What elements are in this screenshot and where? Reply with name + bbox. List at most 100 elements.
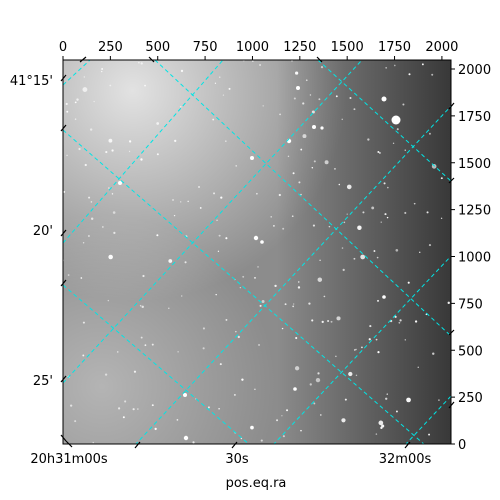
star: [222, 94, 225, 96]
star: [305, 79, 308, 82]
star: [318, 98, 321, 101]
star: [426, 211, 429, 214]
star: [408, 73, 411, 76]
bright-star: [391, 115, 401, 125]
x-tick-label: 1750: [378, 40, 411, 55]
star: [235, 330, 237, 333]
star: [132, 408, 135, 411]
star: [308, 302, 311, 305]
star: [262, 105, 264, 107]
bright-star: [260, 240, 264, 244]
star: [291, 215, 294, 218]
star: [286, 409, 289, 412]
star: [324, 160, 329, 165]
star: [93, 100, 95, 103]
star: [107, 299, 110, 302]
star: [317, 277, 323, 282]
star: [321, 320, 324, 324]
star: [394, 315, 397, 318]
star: [309, 383, 312, 386]
star: [414, 320, 418, 323]
star: [440, 217, 443, 220]
y-tick-label: 750: [458, 297, 483, 312]
star: [406, 397, 411, 403]
star: [440, 177, 443, 180]
star: [140, 336, 143, 339]
star: [396, 410, 398, 413]
coordinate-grid: [63, 60, 451, 444]
star: [385, 397, 388, 400]
star: [300, 429, 302, 432]
bright-star: [118, 181, 122, 185]
dec-tick-label: 20': [33, 224, 53, 239]
star: [176, 419, 179, 421]
ra-grid-line: [273, 255, 451, 444]
star: [335, 355, 337, 358]
star: [292, 172, 295, 175]
star: [341, 118, 343, 121]
star: [362, 211, 365, 214]
star: [279, 113, 281, 116]
x-tick-label: 1500: [331, 40, 364, 55]
star: [108, 138, 113, 143]
star: [404, 339, 407, 341]
star: [254, 276, 256, 279]
star: [260, 439, 263, 442]
star: [141, 305, 144, 309]
star: [396, 128, 399, 131]
star: [259, 304, 262, 307]
star: [202, 347, 205, 350]
x-axis-label: pos.eq.ra: [226, 476, 287, 491]
star: [257, 266, 259, 268]
star: [104, 373, 108, 376]
star: [428, 132, 431, 135]
star: [124, 400, 127, 403]
star: [218, 234, 221, 237]
star: [387, 186, 389, 189]
dec-grid-line: [63, 129, 425, 444]
star: [174, 139, 177, 143]
x-tick-label: 750: [193, 40, 218, 55]
y-tick-label: 500: [458, 344, 483, 359]
star: [250, 425, 254, 430]
star: [348, 371, 353, 377]
star: [137, 408, 139, 410]
star: [302, 102, 305, 105]
star: [346, 184, 352, 190]
star: [380, 221, 382, 223]
star: [312, 224, 315, 227]
star: [292, 303, 295, 305]
star: [353, 349, 356, 351]
star: [140, 158, 143, 161]
star: [281, 327, 284, 330]
ra-grid-line: [63, 60, 363, 384]
star: [375, 433, 378, 435]
star: [298, 181, 301, 184]
star: [373, 250, 376, 252]
star: [242, 275, 245, 278]
bright-star: [183, 435, 189, 441]
star: [101, 68, 104, 70]
star: [179, 105, 182, 108]
x-tick-label: 0: [59, 40, 67, 55]
bright-star: [382, 295, 386, 299]
star: [378, 151, 381, 154]
star: [413, 202, 416, 205]
star: [225, 140, 227, 142]
star: [113, 231, 116, 235]
star: [67, 274, 70, 276]
star: [300, 193, 302, 196]
star: [297, 286, 301, 289]
star: [184, 261, 187, 264]
star: [219, 76, 221, 78]
star: [313, 402, 316, 405]
ra-grid-line: [63, 60, 224, 244]
star: [65, 102, 68, 106]
star: [83, 76, 86, 78]
star: [241, 378, 244, 381]
bright-star: [296, 86, 300, 90]
star: [419, 251, 421, 253]
star: [368, 338, 371, 341]
star: [82, 321, 85, 324]
star: [187, 200, 189, 203]
